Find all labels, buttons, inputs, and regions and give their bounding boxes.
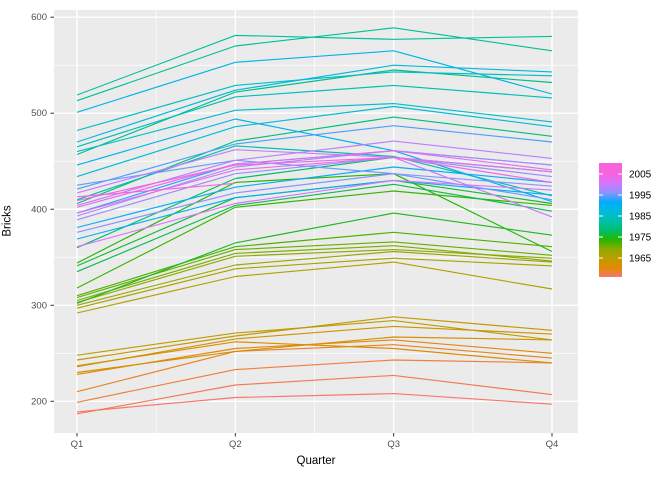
- series-line-1970: [76, 245, 553, 302]
- series-line-2002: [76, 156, 553, 214]
- series-line-1986: [76, 103, 553, 153]
- series-line-1994: [76, 125, 553, 190]
- series-line-2000: [76, 149, 553, 218]
- y-tick-label: 200: [31, 396, 47, 407]
- y-tick-label: 400: [31, 204, 47, 215]
- series-line-1956: [76, 393, 553, 413]
- series-line-1982: [76, 34, 553, 96]
- series-line-1997: [76, 156, 553, 221]
- series-line-1957: [76, 374, 553, 415]
- legend-colorbar: [599, 163, 622, 277]
- legend-tick-label: 1965: [629, 254, 652, 265]
- series-line-1965: [76, 320, 553, 356]
- y-axis-title: Bricks: [1, 205, 14, 237]
- series-line-1968: [76, 250, 553, 306]
- legend-tick-label: 2005: [629, 170, 652, 181]
- x-axis-title: Quarter: [296, 455, 336, 467]
- x-tick-label: Q4: [546, 439, 559, 450]
- legend-tick-label: 1985: [629, 212, 652, 223]
- series-line-2005: [76, 182, 236, 198]
- series-line-1989: [76, 50, 553, 113]
- series-line-1975: [76, 212, 553, 304]
- series-line-1988: [76, 64, 553, 143]
- y-tick-label: 600: [31, 12, 47, 23]
- series-line-1980: [76, 69, 553, 156]
- series-line-1974: [76, 173, 553, 264]
- series-line-1996: [76, 173, 553, 233]
- legend-tick-label: 1995: [629, 191, 652, 202]
- series-line-2004: [76, 156, 553, 202]
- series-line-2003: [76, 150, 553, 208]
- series-line-1992: [76, 166, 553, 229]
- series-line-1959: [76, 344, 553, 393]
- series-line-1967: [76, 257, 553, 309]
- series-line-1985: [76, 71, 553, 132]
- series-line-1961: [76, 341, 553, 367]
- series-line-1977: [76, 183, 553, 273]
- series-line-2001: [76, 179, 553, 248]
- series-line-1962: [76, 336, 553, 374]
- series-line-1984: [76, 84, 553, 148]
- series-line-1987: [76, 105, 553, 178]
- plot-panel: [54, 10, 578, 433]
- x-tick-label: Q3: [387, 439, 400, 450]
- y-tick-label: 300: [31, 300, 47, 311]
- legend-tick-label: 1975: [629, 233, 652, 244]
- y-tick-label: 500: [31, 108, 47, 119]
- x-tick-label: Q1: [71, 439, 84, 450]
- series-line-1966: [76, 261, 553, 314]
- series-line-1972: [76, 231, 553, 297]
- x-tick-label: Q2: [229, 439, 242, 450]
- series-line-1958: [76, 359, 553, 403]
